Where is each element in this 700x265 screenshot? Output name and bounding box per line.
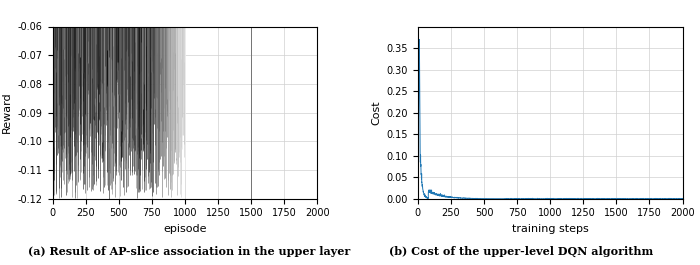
Y-axis label: Reward: Reward	[2, 92, 12, 134]
X-axis label: training steps: training steps	[512, 224, 589, 234]
X-axis label: episode: episode	[163, 224, 206, 234]
Y-axis label: Cost: Cost	[371, 100, 381, 125]
Text: (b) Cost of the upper-level DQN algorithm: (b) Cost of the upper-level DQN algorith…	[389, 246, 654, 257]
Text: (a) Result of AP-slice association in the upper layer: (a) Result of AP-slice association in th…	[28, 246, 350, 257]
